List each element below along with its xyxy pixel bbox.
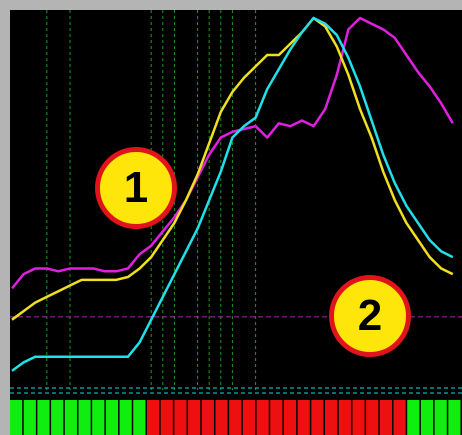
- histogram-cell: [256, 400, 269, 435]
- callout-2: 2: [329, 275, 411, 357]
- indicator-line-1: [11, 16, 454, 290]
- histogram-cell: [242, 400, 256, 435]
- callout-1: 1: [95, 147, 177, 229]
- histogram-cell: [160, 400, 173, 435]
- histogram-cell: [23, 400, 36, 435]
- histogram-cell: [352, 400, 365, 435]
- histogram-cell: [297, 400, 310, 435]
- histogram-cell: [229, 400, 242, 435]
- histogram-cell: [366, 400, 379, 435]
- histogram-cell: [311, 400, 324, 435]
- histogram-cell: [10, 400, 23, 435]
- histogram-cell: [51, 400, 64, 435]
- histogram-cell: [448, 400, 461, 435]
- histogram-cell: [201, 400, 214, 435]
- histogram-cell: [393, 400, 406, 435]
- histogram-cell: [146, 400, 160, 435]
- histogram-cell: [92, 400, 105, 435]
- histogram-cell: [174, 400, 187, 435]
- histogram-cell: [283, 400, 297, 435]
- histogram-cell: [119, 400, 132, 435]
- histogram-cell: [270, 400, 283, 435]
- chart-background: [10, 10, 462, 435]
- histogram-cell: [215, 400, 228, 435]
- histogram-cell: [325, 400, 338, 435]
- histogram-cell: [379, 400, 393, 435]
- histogram-bar: [10, 400, 461, 435]
- histogram-cell: [420, 400, 434, 435]
- callout-2-label: 2: [357, 291, 383, 340]
- indicator-line-2: [11, 16, 454, 321]
- histogram-cell: [133, 400, 146, 435]
- histogram-cell: [64, 400, 77, 435]
- callout-1-label: 1: [123, 163, 149, 212]
- indicator-lines: [11, 16, 454, 372]
- histogram-cell: [434, 400, 447, 435]
- histogram-cell: [78, 400, 91, 435]
- histogram-cell: [188, 400, 201, 435]
- histogram-cell: [37, 400, 50, 435]
- histogram-cell: [407, 400, 420, 435]
- indicator-line-3: [11, 16, 454, 372]
- histogram-cell: [105, 400, 119, 435]
- histogram-cell: [338, 400, 351, 435]
